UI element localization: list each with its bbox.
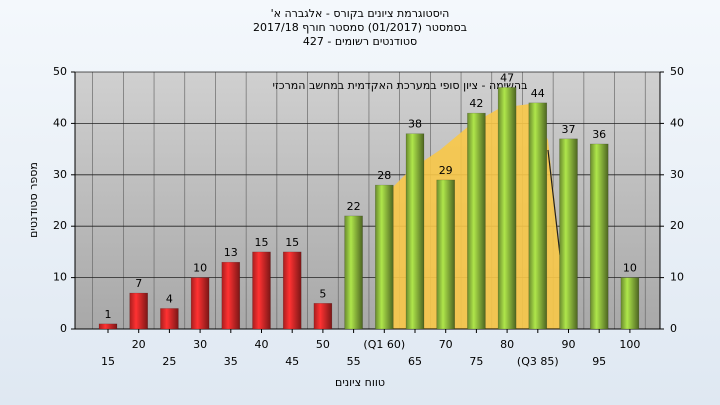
x-tick-label: 80 (500, 338, 514, 351)
y-tick-label: 50 (53, 65, 67, 78)
bar (282, 251, 302, 330)
y-tick-label: 30 (53, 168, 67, 181)
chart-title: היסטוגרמת ציונים בקורס - אלגברה א' (271, 7, 450, 20)
bar (528, 102, 548, 330)
bar (160, 308, 179, 330)
bar (405, 133, 425, 330)
chart-subtitle: בסמסטר (01/2017) סמסטר חורף 2017/18 (253, 21, 467, 34)
x-tick-label: (Q3 85) (517, 355, 559, 368)
bar (344, 215, 363, 330)
x-tick-label: 45 (285, 355, 299, 368)
x-tick-label: 35 (224, 355, 238, 368)
value-label: 10 (623, 262, 637, 275)
y2-tick-label: 40 (670, 116, 684, 129)
bar (497, 87, 517, 330)
bar (252, 251, 271, 330)
y2-tick-label: 20 (670, 219, 684, 232)
bar (375, 184, 394, 330)
value-label: 22 (347, 200, 361, 213)
value-label: 5 (319, 287, 326, 300)
y2-tick-label: 30 (670, 168, 684, 181)
x-axis-label: טווח ציונים (335, 376, 385, 389)
bar (221, 261, 241, 330)
y-axis-label: מספר סטודנטים (27, 162, 40, 238)
value-label: 7 (135, 277, 142, 290)
value-label: 13 (224, 246, 238, 259)
x-tick-label: 75 (469, 355, 483, 368)
value-label: 15 (255, 236, 269, 249)
value-label: 47 (500, 71, 514, 84)
bar (589, 143, 609, 330)
value-label: 10 (193, 262, 207, 275)
value-label: 37 (562, 123, 576, 136)
y-tick-label: 0 (60, 322, 67, 335)
distribution-line (547, 149, 561, 256)
value-label: 1 (105, 308, 112, 321)
annotation: בהשימה - ציון סופי במערכת האקדמית במחשב … (273, 79, 528, 92)
y2-tick-label: 10 (670, 271, 684, 284)
x-tick-label: 100 (619, 338, 640, 351)
y-tick-label: 10 (53, 271, 67, 284)
y-tick-label: 40 (53, 116, 67, 129)
x-tick-label: 20 (132, 338, 146, 351)
value-label: 29 (439, 164, 453, 177)
bar (467, 112, 486, 330)
value-label: 44 (531, 87, 545, 100)
y2-tick-label: 0 (670, 322, 677, 335)
bar (559, 138, 578, 330)
x-tick-label: 90 (562, 338, 576, 351)
bar (620, 277, 640, 330)
x-tick-label: 55 (347, 355, 361, 368)
x-tick-label: 25 (162, 355, 176, 368)
value-label: 38 (408, 118, 422, 131)
x-tick-label: (Q1 60) (363, 338, 405, 351)
bar (98, 323, 118, 330)
bar (436, 179, 455, 330)
x-tick-label: 70 (439, 338, 453, 351)
value-label: 15 (285, 236, 299, 249)
y2-tick-label: 50 (670, 65, 684, 78)
bar (190, 277, 210, 330)
chart-subtitle: סטודנטים רשומים - 427 (303, 35, 417, 48)
x-tick-label: 50 (316, 338, 330, 351)
x-tick-label: 65 (408, 355, 422, 368)
value-label: 4 (166, 292, 173, 305)
x-tick-label: 40 (255, 338, 269, 351)
x-tick-label: 15 (101, 355, 115, 368)
bar (129, 292, 148, 330)
x-tick-label: 30 (193, 338, 207, 351)
bar (313, 303, 333, 330)
value-label: 28 (377, 169, 391, 182)
y-tick-label: 20 (53, 219, 67, 232)
value-label: 36 (592, 128, 606, 141)
value-label: 42 (469, 97, 483, 110)
x-tick-label: 95 (592, 355, 606, 368)
